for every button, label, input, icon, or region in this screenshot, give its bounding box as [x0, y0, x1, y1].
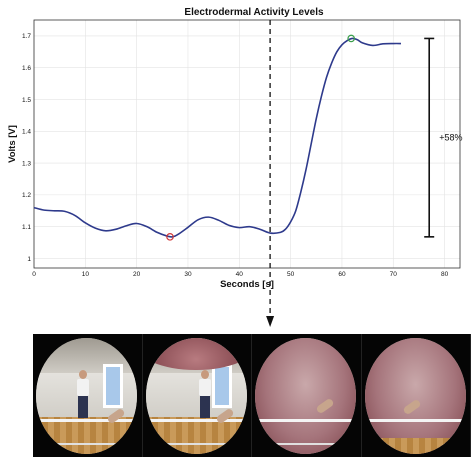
fisheye-view	[145, 338, 247, 454]
data-marker	[166, 233, 174, 241]
virtual-person	[198, 370, 212, 419]
membrane-surface	[364, 338, 466, 454]
window	[212, 363, 233, 408]
vr-frame-3	[252, 334, 362, 457]
x-tick-label: 70	[390, 271, 398, 278]
event-arrowhead	[266, 316, 275, 327]
wooden-floor	[36, 416, 137, 454]
descending-membrane	[145, 338, 247, 371]
data-marker	[347, 34, 355, 43]
x-tick-label: 0	[32, 271, 36, 278]
markers	[166, 34, 355, 241]
y-tick-label: 1.5	[22, 97, 31, 104]
vr-frame-1	[33, 334, 143, 457]
y-tick-label: 1.4	[22, 129, 31, 136]
x-tick-label: 20	[133, 271, 141, 278]
x-tick-label: 80	[441, 271, 449, 278]
virtual-person	[76, 370, 90, 419]
fisheye-view	[36, 338, 137, 454]
vr-frame-4	[361, 334, 471, 457]
y-axis-label: Volts [V]	[7, 125, 18, 163]
y-tick-label: 1.3	[22, 160, 31, 167]
y-tick-label: 1.2	[22, 192, 31, 199]
plot-frame	[33, 19, 461, 269]
x-tick-label: 40	[236, 271, 244, 278]
range-label: +58%	[439, 133, 462, 143]
ticks: 0 10 20 30 40 50 60 70 80 1 1.1 1.2 1.3 1.4 1.5 1.6 1.7	[22, 33, 449, 278]
x-axis-label: Seconds [s]	[220, 279, 274, 290]
railing	[36, 419, 137, 445]
fisheye-view	[364, 338, 466, 454]
y-tick-label: 1.1	[22, 224, 31, 231]
chart: Electrodermal Activity Levels 0 10 20 30 40 5…	[7, 7, 462, 327]
vr-frames-strip	[33, 334, 471, 457]
series-line	[33, 37, 401, 238]
railing	[255, 419, 356, 445]
y-tick-label: 1	[27, 256, 31, 263]
fisheye-view	[255, 338, 356, 454]
wooden-floor	[364, 437, 466, 454]
grid	[33, 20, 460, 268]
railing	[145, 419, 247, 445]
vr-frame-2	[142, 334, 252, 457]
chart-title: Electrodermal Activity Levels	[184, 7, 324, 18]
range-bar	[424, 37, 435, 238]
y-tick-label: 1.7	[22, 33, 31, 40]
wooden-floor	[145, 416, 247, 454]
y-tick-label: 1.6	[22, 65, 31, 72]
membrane-surface	[255, 338, 356, 454]
x-tick-label: 30	[184, 271, 192, 278]
x-tick-label: 50	[287, 271, 295, 278]
window	[102, 363, 123, 408]
x-tick-label: 10	[82, 271, 90, 278]
x-tick-label: 60	[338, 271, 346, 278]
